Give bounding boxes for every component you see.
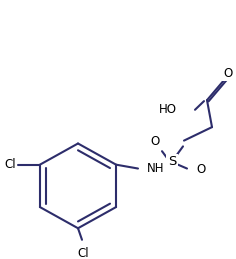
Text: HO: HO	[159, 103, 177, 116]
Text: Cl: Cl	[4, 158, 16, 171]
Text: O: O	[196, 163, 205, 176]
Text: S: S	[168, 155, 176, 168]
Text: O: O	[150, 135, 160, 148]
Text: Cl: Cl	[77, 247, 89, 259]
Text: NH: NH	[147, 162, 164, 175]
Text: O: O	[223, 67, 233, 80]
